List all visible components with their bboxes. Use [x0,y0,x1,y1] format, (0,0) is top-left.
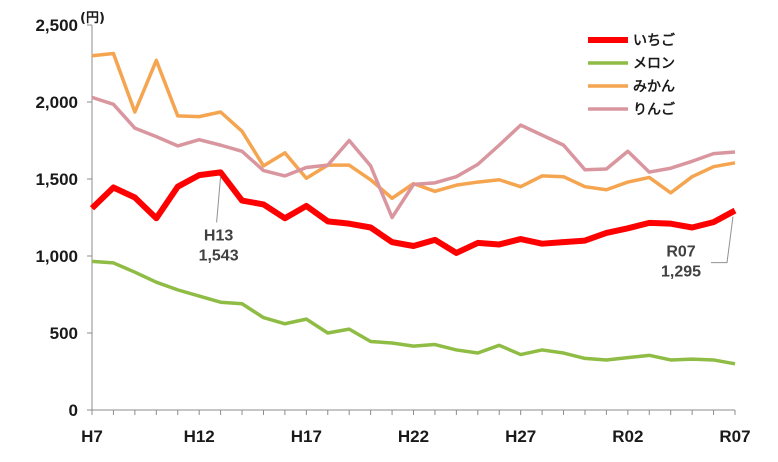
series-line-0 [89,169,737,256]
y-unit-label: (円) [80,11,105,26]
y-tick-label: 0 [69,401,78,420]
x-tick-label: H7 [81,427,103,446]
y-tick-label: 2,500 [35,16,78,35]
x-tick-label: R02 [612,427,643,446]
annotation-layer: H13 1,543 R07 1,295 [199,176,734,281]
x-tick-label: H22 [398,427,429,446]
y-tick-label: 1,000 [35,247,78,266]
series-line-3 [91,95,736,220]
annotation-value-1: 1,543 [199,247,239,264]
axes: 0 500 1,000 1,500 2,000 2,500 H7 H12 H17 H22 H27 R0… [35,16,750,446]
series-layer [89,51,737,366]
annotation-leader [711,216,734,264]
series-line-1 [91,259,736,366]
series-line-2 [91,51,736,200]
y-tick-label: 2,000 [35,93,78,112]
annotation-label-1: H13 [204,227,233,244]
legend-label-2: みかん [633,79,675,95]
x-tick-label: H27 [505,427,536,446]
annotation-leader [216,176,222,223]
legend-label-3: りんご [633,101,676,118]
y-tick-label: 500 [50,324,78,343]
x-tick-label: R07 [719,427,750,446]
annotation-label-2: R07 [666,244,695,261]
x-tick-label: H12 [184,427,215,446]
legend-label-1: メロン [633,56,675,72]
annotation-value-2: 1,295 [661,264,701,281]
legend-label-0: いちご [633,32,676,49]
x-tick-label: H17 [291,427,322,446]
y-tick-label: 1,500 [35,170,78,189]
